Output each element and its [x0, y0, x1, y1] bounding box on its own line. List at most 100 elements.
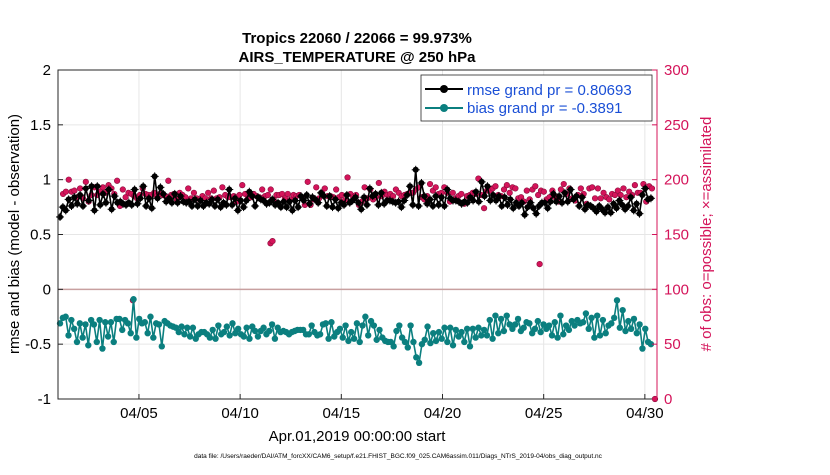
- bias-point: [560, 331, 567, 338]
- bias-point: [141, 319, 149, 326]
- obs-count-point: [458, 190, 465, 198]
- rmse-point: [443, 185, 452, 194]
- bias-point: [370, 322, 378, 329]
- rmse-point: [96, 200, 105, 209]
- bias-point: [356, 338, 363, 346]
- right-y-axis-ticks: 0 50 100 150 200 250 300: [652, 62, 689, 408]
- rmse-point: [360, 193, 369, 202]
- bias-point: [119, 326, 126, 334]
- rmse-point: [428, 201, 437, 210]
- rmse-point: [245, 187, 254, 196]
- bias-point: [534, 317, 542, 325]
- rmse-point: [156, 183, 165, 192]
- obs-count-point: [532, 183, 539, 190]
- bias-point: [427, 339, 434, 347]
- rmse-point: [328, 203, 337, 212]
- rmse-point: [480, 192, 489, 201]
- bias-point: [147, 313, 154, 320]
- rmse-point: [282, 203, 291, 212]
- rmse-point: [70, 193, 79, 202]
- obs-count-point: [65, 176, 72, 183]
- bias-point: [619, 306, 626, 314]
- obs-count-point: [536, 261, 543, 268]
- obs-count-point: [617, 191, 624, 199]
- obs-count-point: [648, 185, 656, 192]
- left-tick-label: 2: [43, 62, 51, 79]
- bias-point: [70, 325, 78, 333]
- obs-count-point: [480, 205, 488, 212]
- bias-point: [472, 334, 479, 341]
- bias-point: [220, 328, 228, 336]
- obs-count-point: [594, 185, 601, 192]
- chart-title-line2: AIRS_TEMPERATURE @ 250 hPa: [239, 49, 477, 66]
- bias-point: [438, 335, 445, 342]
- rmse-point: [210, 201, 219, 210]
- obs-count-point: [503, 182, 510, 189]
- rmse-point: [299, 196, 308, 205]
- rmse-point: [477, 177, 486, 186]
- obs-count-point: [185, 185, 192, 192]
- rmse-point: [638, 191, 647, 200]
- obs-count-point: [606, 196, 613, 203]
- rmse-point: [127, 200, 136, 209]
- rmse-point: [268, 195, 277, 204]
- rmse-point: [563, 197, 572, 206]
- bias-point: [68, 316, 75, 324]
- rmse-point: [213, 195, 222, 204]
- x-tick-label: 04/20: [424, 405, 462, 422]
- rmse-point: [185, 197, 194, 206]
- left-y-axis-label: rmse and bias (model - observation): [6, 114, 23, 354]
- rmse-point: [288, 206, 297, 215]
- bias-point: [610, 314, 618, 322]
- bias-point: [608, 320, 615, 327]
- rmse-point: [173, 198, 182, 207]
- bias-point: [432, 337, 440, 345]
- bias-point: [588, 314, 595, 322]
- rmse-point: [296, 192, 305, 201]
- bias-point: [271, 335, 279, 342]
- rmse-point: [93, 182, 102, 191]
- left-y-axis-ticks: -1 -0.5 0 0.5 1 1.5 2: [25, 62, 63, 408]
- obs-count-point: [535, 191, 542, 199]
- rmse-point: [110, 192, 119, 201]
- bias-point: [500, 327, 508, 335]
- rmse-point: [635, 209, 644, 218]
- bias-point: [90, 321, 98, 328]
- rmse-point: [560, 188, 569, 197]
- rmse-point: [139, 182, 148, 191]
- rmse-point: [153, 194, 162, 203]
- rmse-point: [274, 198, 283, 207]
- obs-count-point: [597, 195, 604, 202]
- bias-point: [478, 332, 485, 339]
- bias-point: [545, 322, 553, 329]
- rmse-point: [520, 210, 529, 219]
- rmse-point: [440, 201, 449, 210]
- rmse-point: [506, 195, 515, 204]
- bias-point: [73, 338, 81, 346]
- bias-point: [348, 328, 355, 336]
- bias-point: [480, 326, 488, 334]
- obs-count-point: [82, 178, 89, 185]
- legend-bias-marker: [440, 104, 448, 112]
- rmse-point: [463, 198, 472, 207]
- rmse-point: [572, 192, 581, 201]
- rmse-point: [76, 191, 85, 200]
- rmse-point: [509, 204, 518, 213]
- bias-point: [133, 334, 140, 341]
- rmse-point: [420, 192, 429, 201]
- bias-point: [582, 310, 590, 317]
- obs-count-point: [205, 189, 212, 196]
- rmse-point: [351, 193, 360, 202]
- rmse-point: [291, 196, 300, 205]
- rmse-point: [578, 193, 587, 202]
- rmse-point: [646, 194, 655, 203]
- rmse-point: [334, 204, 343, 213]
- rmse-point: [314, 198, 323, 207]
- rmse-point: [609, 199, 618, 208]
- right-tick-label: 300: [664, 62, 689, 79]
- bias-point: [96, 316, 103, 324]
- obs-count-point: [426, 180, 434, 188]
- obs-count-point: [523, 187, 530, 194]
- legend: rmse grand pr = 0.80693 bias grand pr = …: [420, 74, 653, 122]
